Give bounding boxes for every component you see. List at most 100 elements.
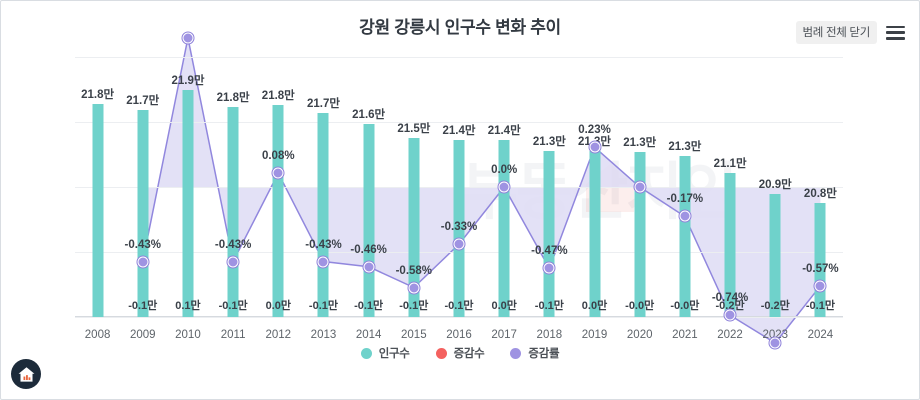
growth-rate-label: -0.43% bbox=[124, 238, 161, 251]
x-axis-tick: 2008 bbox=[84, 329, 111, 341]
population-bar[interactable] bbox=[634, 152, 646, 317]
growth-rate-label: -0.43% bbox=[214, 238, 252, 251]
population-bar-label: 21.3만 bbox=[532, 136, 566, 149]
x-axis-tick: 2016 bbox=[446, 329, 472, 341]
delta-count-label: 0.1만 bbox=[175, 300, 201, 312]
population-bar[interactable] bbox=[498, 140, 510, 317]
x-axis-tick: 2017 bbox=[491, 329, 517, 341]
growth-rate-point[interactable] bbox=[679, 210, 691, 222]
delta-count-label: 0.0만 bbox=[265, 300, 291, 312]
delta-count-label: -0.1만 bbox=[805, 300, 835, 312]
x-axis-tick: 2024 bbox=[807, 329, 834, 341]
delta-count-label: -0.2만 bbox=[715, 300, 745, 312]
growth-rate-label: -0.57% bbox=[802, 262, 839, 275]
gridline bbox=[75, 122, 843, 123]
population-bar[interactable] bbox=[363, 124, 375, 317]
population-bar-label: 21.1만 bbox=[713, 157, 747, 170]
delta-count-label: 0.0만 bbox=[581, 300, 608, 312]
gridline bbox=[75, 57, 843, 58]
growth-rate-point[interactable] bbox=[724, 309, 736, 321]
legend-color-dot-icon bbox=[435, 347, 447, 359]
hamburger-menu-icon[interactable] bbox=[886, 25, 905, 40]
growth-rate-point[interactable] bbox=[453, 238, 465, 250]
hamburger-bar bbox=[886, 25, 905, 29]
delta-count-label: -0.1만 bbox=[534, 300, 564, 312]
growth-rate-point[interactable] bbox=[589, 141, 601, 153]
site-logo-icon[interactable] bbox=[11, 359, 41, 389]
growth-rate-label: 0.0% bbox=[491, 164, 518, 176]
population-bar-label: 21.3만 bbox=[623, 137, 657, 150]
growth-rate-label: -0.17% bbox=[666, 193, 704, 206]
legend-item[interactable]: 증감률 bbox=[510, 345, 560, 361]
population-bar[interactable] bbox=[137, 110, 149, 317]
legend-label: 인구수 bbox=[378, 348, 410, 360]
growth-rate-point[interactable] bbox=[634, 181, 646, 193]
population-bar-label: 20.8만 bbox=[803, 188, 837, 201]
growth-rate-line bbox=[142, 37, 822, 344]
population-bar[interactable] bbox=[814, 203, 826, 317]
delta-count-label: -0.1만 bbox=[308, 300, 338, 312]
legend-toggle-button[interactable]: 범례 전체 닫기 bbox=[795, 21, 877, 44]
legend-item[interactable]: 증감수 bbox=[435, 345, 485, 361]
growth-rate-label: 0.08% bbox=[261, 150, 295, 163]
growth-rate-label: -0.46% bbox=[350, 243, 387, 256]
growth-rate-label: -0.74% bbox=[711, 292, 749, 305]
population-bar[interactable] bbox=[453, 140, 465, 317]
growth-rate-label: -0.43% bbox=[305, 238, 342, 251]
delta-count-label: -0.2만 bbox=[760, 300, 790, 312]
delta-count-label: -0.1만 bbox=[128, 300, 158, 312]
population-bar[interactable] bbox=[92, 103, 104, 317]
delta-count-label: -0.0만 bbox=[625, 300, 655, 312]
legend-color-dot-icon bbox=[510, 347, 522, 359]
population-bar[interactable] bbox=[724, 172, 736, 317]
x-axis-tick: 2013 bbox=[310, 329, 337, 341]
population-bar[interactable] bbox=[543, 151, 555, 317]
growth-rate-point[interactable] bbox=[272, 167, 284, 179]
hamburger-bar bbox=[886, 36, 905, 40]
gridline bbox=[75, 317, 843, 318]
x-axis-tick: 2009 bbox=[129, 329, 156, 341]
delta-count-label: -0.0만 bbox=[670, 300, 700, 312]
population-bar[interactable] bbox=[679, 155, 691, 317]
population-bar-label: 21.7만 bbox=[126, 95, 160, 108]
delta-count-label: -0.1만 bbox=[444, 300, 474, 312]
population-bar[interactable] bbox=[272, 104, 284, 317]
population-bar[interactable] bbox=[182, 89, 194, 317]
growth-rate-point[interactable] bbox=[769, 337, 781, 349]
plot-area: 198k204k210k216k222k-0.5%0%0.5%21.8만2008… bbox=[75, 32, 843, 349]
x-axis-tick: 2019 bbox=[581, 329, 608, 341]
delta-count-label: -0.1만 bbox=[354, 300, 384, 312]
growth-rate-point[interactable] bbox=[543, 262, 555, 274]
population-bar[interactable] bbox=[227, 106, 239, 317]
growth-rate-point[interactable] bbox=[227, 256, 239, 268]
growth-rate-label: -0.58% bbox=[395, 264, 433, 277]
population-bar[interactable] bbox=[317, 113, 329, 317]
hamburger-bar bbox=[886, 31, 905, 34]
growth-rate-point[interactable] bbox=[363, 261, 375, 273]
legend-label: 증감수 bbox=[453, 348, 485, 360]
population-bar[interactable] bbox=[769, 193, 781, 317]
legend-item[interactable]: 인구수 bbox=[360, 345, 410, 361]
growth-rate-point[interactable] bbox=[498, 181, 510, 193]
population-bar[interactable] bbox=[408, 138, 420, 317]
x-axis-tick: 2012 bbox=[265, 329, 292, 341]
population-bar[interactable] bbox=[589, 151, 601, 317]
legend-label: 증감률 bbox=[528, 348, 560, 360]
population-bar-label: 21.8만 bbox=[81, 88, 115, 101]
growth-rate-area-line bbox=[142, 37, 822, 344]
growth-rate-point[interactable] bbox=[137, 256, 149, 268]
x-axis-tick: 2011 bbox=[220, 329, 246, 341]
page-title: 강원 강릉시 인구수 변화 추이 bbox=[359, 18, 561, 37]
x-axis-tick: 2022 bbox=[717, 329, 743, 341]
x-axis-tick: 2018 bbox=[536, 329, 563, 341]
delta-count-label: 0.0만 bbox=[491, 300, 517, 312]
population-bar-label: 21.6만 bbox=[352, 109, 386, 122]
growth-rate-point[interactable] bbox=[814, 280, 826, 292]
delta-count-label: -0.1만 bbox=[218, 300, 248, 312]
x-axis-tick: 2015 bbox=[401, 329, 427, 341]
growth-rate-point[interactable] bbox=[317, 256, 329, 268]
population-bar-label: 21.8만 bbox=[216, 91, 250, 104]
growth-rate-point[interactable] bbox=[408, 282, 420, 294]
growth-rate-point[interactable] bbox=[182, 32, 194, 44]
